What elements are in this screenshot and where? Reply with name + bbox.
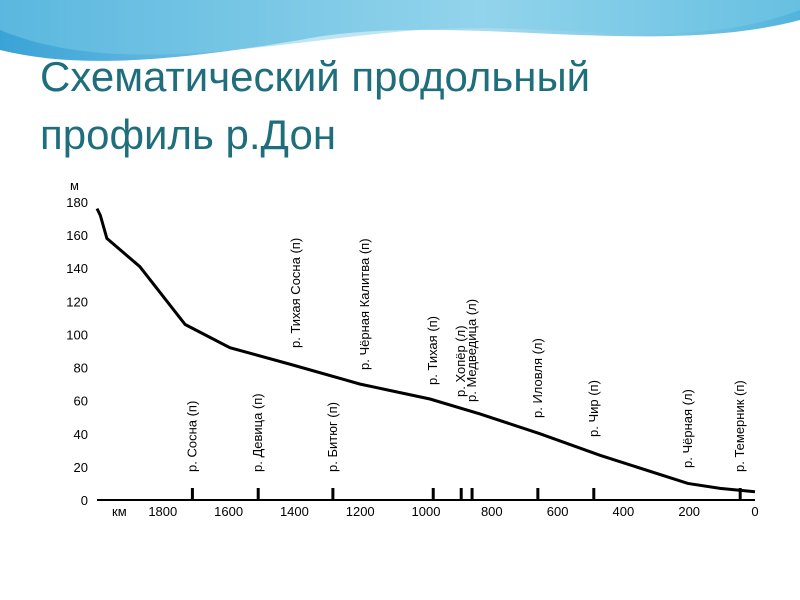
x-tick-label: 0	[751, 504, 758, 519]
y-tick-label: 20	[74, 460, 88, 475]
tributary-label: р. Медведица (л)	[464, 299, 479, 402]
tributary-label: р. Сосна (п)	[184, 401, 199, 472]
y-tick-label: 160	[66, 228, 88, 243]
tributary-label: р. Битюг (п)	[325, 402, 340, 472]
tributary-label: р. Чёрная (л)	[680, 389, 695, 468]
x-tick-label: 1200	[346, 504, 375, 519]
y-tick-label: 60	[74, 394, 88, 409]
x-tick-label: 1000	[412, 504, 441, 519]
tributary-label: р. Иловля (л)	[530, 338, 545, 418]
tributary-label: р. Тихая (п)	[425, 316, 440, 385]
y-tick-label: 80	[74, 361, 88, 376]
title: Схематический продольный профиль р.Дон	[40, 53, 591, 158]
tributary-label: р. Темерник (п)	[732, 380, 747, 472]
y-axis-label: м	[70, 178, 79, 193]
x-axis-label: км	[112, 504, 127, 519]
x-tick-label: 1400	[280, 504, 309, 519]
wave	[0, 0, 800, 55]
y-tick-label: 40	[74, 427, 88, 442]
plot-background	[48, 173, 770, 531]
tributary-label: р. Тихая Сосна (п)	[288, 238, 303, 348]
tributary-label: р. Чёрная Калитва (п)	[357, 238, 372, 370]
tributary-label: р. Девица (п)	[250, 393, 265, 472]
y-tick-label: 180	[66, 195, 88, 210]
x-tick-label: 600	[547, 504, 569, 519]
y-tick-label: 100	[66, 327, 88, 342]
river-profile	[95, 207, 756, 494]
y-tick-label: 120	[66, 294, 88, 309]
y-tick-label: 0	[81, 493, 88, 508]
y-tick-label: 140	[66, 261, 88, 276]
tributary-label: р. Чир (п)	[586, 380, 601, 437]
x-tick-label: 1800	[148, 504, 177, 519]
tributary-label: р. Хопёр (л)	[453, 325, 468, 397]
x-tick-label: 1600	[214, 504, 243, 519]
x-tick-label: 400	[613, 504, 635, 519]
x-tick-label: 200	[678, 504, 700, 519]
x-tick-label: 800	[481, 504, 503, 519]
